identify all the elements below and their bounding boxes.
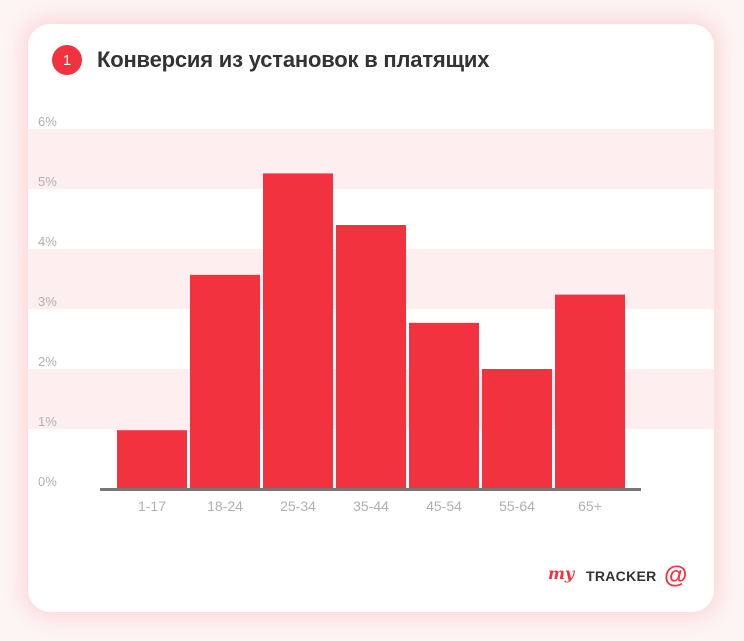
bar-35-44 — [336, 225, 406, 489]
bar-65+ — [555, 294, 625, 489]
y-tick-label: 1% — [38, 414, 57, 429]
chart-title: Конверсия из установок в платящих — [97, 47, 490, 72]
y-tick-label: 4% — [38, 234, 57, 249]
y-tick-label: 6% — [38, 114, 57, 129]
x-axis-line — [100, 488, 641, 491]
y-tick-label: 2% — [38, 354, 57, 369]
bar-55-64 — [482, 369, 552, 489]
y-tick-label: 0% — [38, 474, 57, 489]
bar-18-24 — [190, 274, 260, 489]
x-tick-label: 25-34 — [280, 498, 316, 514]
mytracker-logo-text: TRACKER — [586, 568, 657, 584]
grid-band — [28, 129, 714, 189]
x-tick-label: 45-54 — [426, 498, 462, 514]
x-tick-label: 35-44 — [353, 498, 389, 514]
section-number-badge: 1 — [52, 45, 82, 75]
x-tick-label: 65+ — [578, 498, 602, 514]
bar-25-34 — [263, 173, 333, 489]
bar-45-54 — [409, 322, 479, 489]
bar-1-17 — [117, 430, 187, 489]
x-tick-label: 18-24 — [207, 498, 243, 514]
x-tick-label: 55-64 — [499, 498, 535, 514]
x-tick-label: 1-17 — [138, 498, 166, 514]
mytracker-logo-my: my — [548, 564, 575, 583]
y-tick-label: 3% — [38, 294, 57, 309]
at-sign-icon: @ — [664, 562, 688, 589]
y-tick-label: 5% — [38, 174, 57, 189]
